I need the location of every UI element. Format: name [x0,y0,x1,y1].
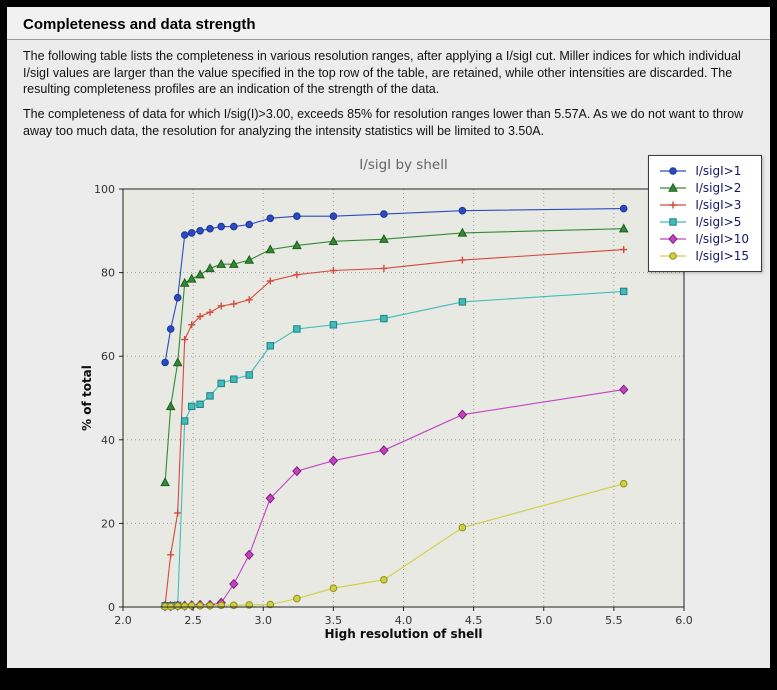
series-i-sigi-3 [161,246,628,609]
legend-item-i-sigi-2: I/sigI>2 [658,181,749,195]
header-divider [7,39,770,40]
completeness-chart: 2.0 2.5 3.0 3.5 4.0 4.5 5.0 5.5 6.0 0 20 40 60 80 100 I… [80,157,693,641]
legend-marker [660,201,687,209]
legend-item-i-sigi-15: I/sigI>15 [658,249,749,263]
x-axis-label: High resolution of shell [324,627,482,641]
legend-label: I/sigI>3 [695,198,742,213]
legend-marker [660,218,687,226]
chart-title: I/sigI by shell [359,157,447,173]
legend-item-i-sigi-10: I/sigI>10 [658,232,749,246]
legend-label: I/sigI>15 [695,249,749,264]
page-title: Completeness and data strength [23,16,256,33]
y-tick-label: 40 [101,434,115,447]
x-tick-label: 3.0 [255,614,273,627]
legend-label: I/sigI>5 [695,215,742,230]
chart-area: 2.0 2.5 3.0 3.5 4.0 4.5 5.0 5.5 6.0 0 20 40 60 80 100 I… [19,143,762,648]
series-i-sigi-5 [161,287,628,610]
x-tick-label: 4.5 [465,614,483,627]
x-tick-label: 3.5 [325,614,343,627]
description-paragraph-1: The following table lists the completene… [23,49,741,97]
y-axis-label: % of total [80,365,94,431]
legend-marker [660,252,687,260]
series-i-sigi-1 [161,204,628,367]
legend-label: I/sigI>2 [695,181,742,196]
chart-legend: I/sigI>1 I/sigI>2 I/sigI>3 I/sigI>5 I/sigI>1… [648,155,762,273]
x-tick-label: 6.0 [675,614,693,627]
x-axis-ticks: 2.0 2.5 3.0 3.5 4.0 4.5 5.0 5.5 6.0 [114,607,693,627]
x-tick-label: 4.0 [395,614,413,627]
x-tick-label: 5.5 [605,614,623,627]
x-tick-label: 2.5 [184,614,202,627]
y-tick-label: 0 [108,601,115,614]
description-paragraph-2: The completeness of data for which I/sig… [23,106,744,138]
legend-marker [660,233,687,245]
legend-label: I/sigI>1 [695,164,742,179]
legend-item-i-sigi-3: I/sigI>3 [658,198,749,212]
y-tick-label: 60 [101,350,115,363]
legend-item-i-sigi-1: I/sigI>1 [658,164,749,178]
y-tick-label: 80 [101,267,115,280]
y-axis-ticks: 0 20 40 60 80 100 [94,183,123,614]
series-i-sigi-2 [160,223,629,487]
legend-item-i-sigi-5: I/sigI>5 [658,215,749,229]
legend-marker [660,167,687,175]
panel-header: Completeness and data strength [7,7,770,39]
legend-label: I/sigI>10 [695,232,749,247]
y-tick-label: 20 [101,518,115,531]
legend-marker [660,182,687,192]
x-tick-label: 5.0 [535,614,553,627]
y-tick-label: 100 [94,183,115,196]
report-panel: Completeness and data strength The follo… [7,7,770,668]
x-tick-label: 2.0 [114,614,132,627]
